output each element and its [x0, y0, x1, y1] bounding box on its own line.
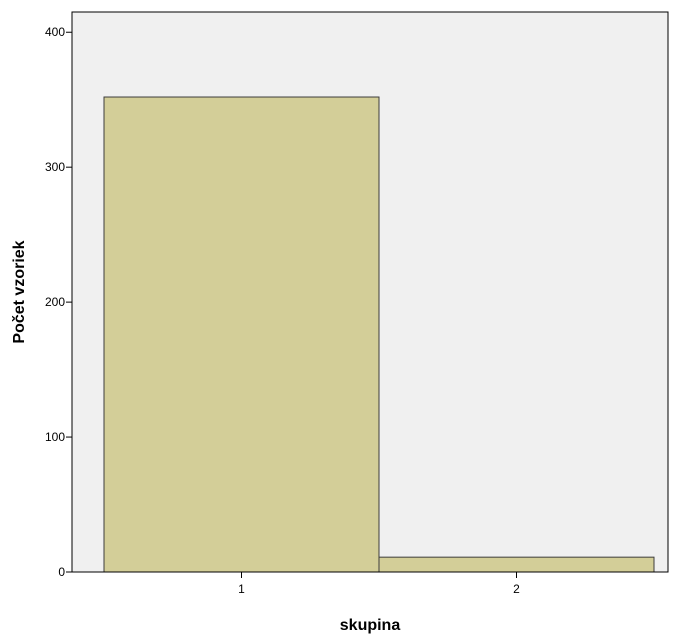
y-tick-label: 400: [45, 25, 65, 39]
y-tick-label: 100: [45, 430, 65, 444]
bar-2: [378, 556, 655, 573]
bars-group: [103, 96, 655, 573]
y-axis-title: Počet vzoriek: [11, 240, 28, 343]
y-ticks: 0 100 200 300 400: [45, 25, 72, 579]
bar-1: [103, 96, 380, 573]
x-tick-label: 1: [238, 582, 245, 596]
y-tick-label: 200: [45, 295, 65, 309]
y-tick-label: 0: [58, 565, 65, 579]
y-tick-label: 300: [45, 160, 65, 174]
x-tick-label: 2: [513, 582, 520, 596]
x-axis-title: skupina: [340, 617, 401, 634]
